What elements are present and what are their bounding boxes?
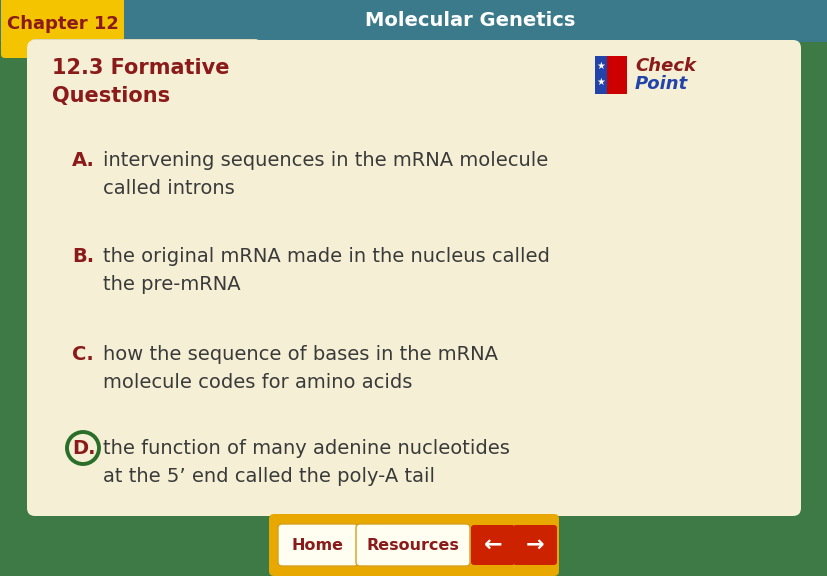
Text: D.: D. xyxy=(72,438,95,457)
Text: Chapter 12: Chapter 12 xyxy=(7,15,119,33)
Text: B.: B. xyxy=(72,247,94,266)
Text: the function of many adenine nucleotides: the function of many adenine nucleotides xyxy=(103,438,509,457)
Text: how the sequence of bases in the mRNA: how the sequence of bases in the mRNA xyxy=(103,344,497,363)
Text: 12.3 Formative: 12.3 Formative xyxy=(52,58,229,78)
Text: intervening sequences in the mRNA molecule: intervening sequences in the mRNA molecu… xyxy=(103,151,547,170)
Text: at the 5’ end called the poly-A tail: at the 5’ end called the poly-A tail xyxy=(103,467,434,486)
Text: ★: ★ xyxy=(596,77,605,87)
Text: Questions: Questions xyxy=(52,86,170,106)
Text: the original mRNA made in the nucleus called: the original mRNA made in the nucleus ca… xyxy=(103,247,549,266)
FancyBboxPatch shape xyxy=(1,0,124,58)
FancyBboxPatch shape xyxy=(471,525,514,565)
FancyBboxPatch shape xyxy=(356,524,470,566)
Text: Check: Check xyxy=(634,57,696,75)
Text: the pre-mRNA: the pre-mRNA xyxy=(103,275,241,294)
FancyBboxPatch shape xyxy=(595,56,606,94)
Text: ←: ← xyxy=(483,535,502,555)
Text: ★: ★ xyxy=(596,61,605,71)
FancyBboxPatch shape xyxy=(513,525,557,565)
FancyBboxPatch shape xyxy=(269,514,558,576)
Text: called introns: called introns xyxy=(103,180,235,199)
FancyBboxPatch shape xyxy=(0,0,827,42)
FancyBboxPatch shape xyxy=(27,40,800,516)
Text: Point: Point xyxy=(634,75,687,93)
Text: Molecular Genetics: Molecular Genetics xyxy=(365,12,575,31)
Text: A.: A. xyxy=(72,151,95,170)
Text: →: → xyxy=(525,535,543,555)
FancyBboxPatch shape xyxy=(30,39,260,77)
FancyBboxPatch shape xyxy=(278,524,357,566)
Text: Home: Home xyxy=(292,537,343,552)
Text: Resources: Resources xyxy=(366,537,459,552)
Text: C.: C. xyxy=(72,344,93,363)
FancyBboxPatch shape xyxy=(595,56,626,94)
Text: molecule codes for amino acids: molecule codes for amino acids xyxy=(103,373,412,392)
